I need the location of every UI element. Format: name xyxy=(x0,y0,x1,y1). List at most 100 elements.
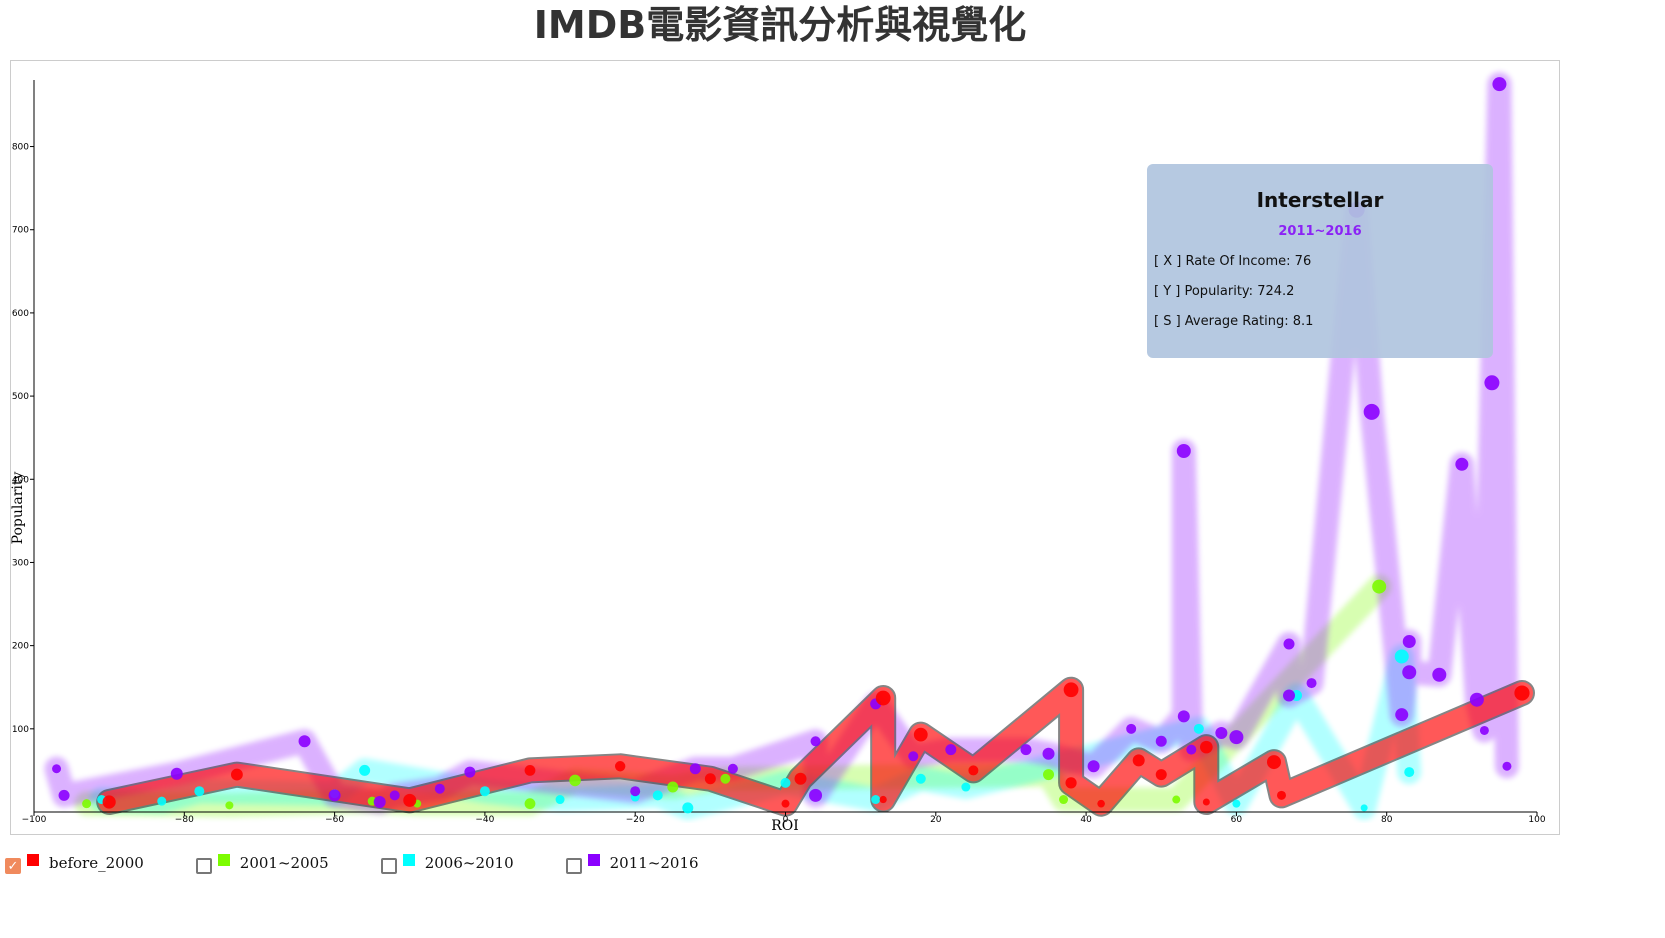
x-tick-label: −60 xyxy=(325,815,344,825)
point-2006~2010 xyxy=(1193,723,1204,734)
legend-item-2011-2016[interactable]: 2011~2016 xyxy=(565,852,751,874)
x-tick-label: 60 xyxy=(1231,815,1243,825)
point-2006~2010 xyxy=(1360,804,1368,812)
point-2011~2016 xyxy=(298,735,311,748)
point-2006~2010 xyxy=(1394,649,1409,664)
point-2006~2010 xyxy=(915,773,926,784)
point-before_2000 xyxy=(524,765,536,776)
checkbox-before-2000[interactable]: ✓ xyxy=(5,858,21,874)
point-before_2000 xyxy=(1155,769,1167,781)
point-before_2000 xyxy=(875,690,891,706)
y-tick-label: 500 xyxy=(12,392,29,402)
point-2006~2010 xyxy=(652,790,663,801)
point-2011~2016 xyxy=(328,789,341,802)
point-before_2000 xyxy=(1063,682,1079,698)
point-2006~2010 xyxy=(479,786,490,797)
point-before_2000 xyxy=(1276,790,1286,800)
swatch-2006-2010 xyxy=(402,854,415,866)
point-before_2000 xyxy=(403,793,417,807)
legend-item-2006-2010[interactable]: 2006~2010 xyxy=(380,852,566,874)
point-2011~2016 xyxy=(58,789,70,801)
checkbox-2001-2005[interactable] xyxy=(195,858,212,874)
checkbox-2011-2016[interactable] xyxy=(565,858,582,874)
point-2011~2016 xyxy=(1283,689,1296,702)
point-2006~2010 xyxy=(555,795,565,805)
point-before_2000 xyxy=(1097,799,1105,808)
x-tick-label: 40 xyxy=(1080,815,1092,825)
point-2011~2016 xyxy=(727,763,738,774)
legend-label: 2006~2010 xyxy=(424,854,514,872)
point-before_2000 xyxy=(913,727,928,742)
point-2011~2016 xyxy=(1455,457,1469,471)
tooltip-card: Interstellar 2011~2016 [ X ] Rate Of Inc… xyxy=(1147,164,1493,358)
point-2011~2016 xyxy=(689,763,701,775)
point-2011~2016 xyxy=(1126,723,1137,734)
x-tick-label: −40 xyxy=(475,815,494,825)
axes: −100 −80 −60 −40 −20 0 20 40 60 80 100 100 200 300 400… xyxy=(12,80,1546,825)
x-tick-label: 100 xyxy=(1528,815,1545,825)
point-2011~2016 xyxy=(373,796,386,809)
tooltip-group: 2011~2016 xyxy=(1278,224,1362,239)
checkbox-2006-2010[interactable] xyxy=(380,858,397,874)
page-title: IMDB電影資訊分析與視覺化 xyxy=(533,3,1027,47)
swatch-2011-2016 xyxy=(587,854,600,866)
point-2011~2016 xyxy=(1215,726,1228,739)
point-2006~2010 xyxy=(157,796,167,806)
y-tick-label: 700 xyxy=(12,226,29,236)
y-tick-label: 100 xyxy=(12,725,29,735)
point-2011~2016 xyxy=(1176,443,1191,458)
point-2001~2005 xyxy=(524,798,536,810)
point-2011~2016 xyxy=(1432,667,1447,682)
point-2011~2016 xyxy=(809,788,823,802)
point-2001~2005 xyxy=(1172,795,1181,804)
point-2006~2010 xyxy=(682,802,694,814)
point-2011~2016 xyxy=(1155,735,1167,747)
tooltip-y-value: [ Y ] Popularity: 724.2 xyxy=(1154,284,1295,299)
point-2006~2010 xyxy=(1404,767,1415,778)
y-tick-label: 800 xyxy=(12,143,29,153)
point-2011~2016 xyxy=(1395,708,1409,722)
point-2011~2016 xyxy=(389,790,400,801)
point-2011~2016 xyxy=(1020,744,1032,756)
point-2011~2016 xyxy=(1469,692,1484,707)
x-tick-label: −80 xyxy=(175,815,194,825)
point-2011~2016 xyxy=(630,786,641,797)
point-before_2000 xyxy=(1202,798,1210,806)
point-2011~2016 xyxy=(1177,710,1190,723)
legend-label: 2001~2005 xyxy=(239,854,329,872)
point-before_2000 xyxy=(794,772,807,785)
point-2001~2005 xyxy=(1059,795,1069,805)
point-2011~2016 xyxy=(1492,77,1507,92)
legend-item-2001-2005[interactable]: 2001~2005 xyxy=(195,852,381,874)
point-before_2000 xyxy=(704,773,716,785)
point-2006~2010 xyxy=(871,795,881,805)
point-2011~2016 xyxy=(1229,730,1244,745)
legend: ✓ before_2000 2001~2005 2006~2010 2011~2… xyxy=(5,850,751,876)
point-before_2000 xyxy=(1514,685,1530,701)
point-2011~2016 xyxy=(464,766,476,778)
y-tick-label: 200 xyxy=(12,642,29,652)
tooltip-size-value: [ S ] Average Rating: 8.1 xyxy=(1154,314,1314,329)
point-2011~2016 xyxy=(1186,744,1197,755)
x-axis-label: ROI xyxy=(771,818,799,834)
point-2006~2010 xyxy=(961,782,971,792)
point-2011~2016 xyxy=(1306,678,1317,689)
legend-item-before-2000[interactable]: ✓ before_2000 xyxy=(5,852,196,874)
swatch-before-2000 xyxy=(27,854,39,866)
x-tick-label: 0 xyxy=(783,815,789,825)
y-axis-label: Popularity xyxy=(10,472,26,545)
point-before_2000 xyxy=(879,795,887,804)
x-tick-label: 80 xyxy=(1381,815,1393,825)
point-before_2000 xyxy=(1266,755,1281,770)
tooltip-x-value: [ X ] Rate Of Income: 76 xyxy=(1154,254,1312,269)
chart-frame xyxy=(10,60,1560,835)
x-tick-label: −100 xyxy=(22,815,47,825)
point-2011~2016 xyxy=(1402,665,1417,680)
point-2011~2016 xyxy=(434,783,445,794)
point-2006~2010 xyxy=(359,764,371,776)
point-before_2000 xyxy=(1132,754,1145,767)
point-2011~2016 xyxy=(1479,725,1489,735)
point-2001~2005 xyxy=(82,799,92,809)
point-before_2000 xyxy=(1065,777,1077,789)
point-before_2000 xyxy=(781,799,790,808)
